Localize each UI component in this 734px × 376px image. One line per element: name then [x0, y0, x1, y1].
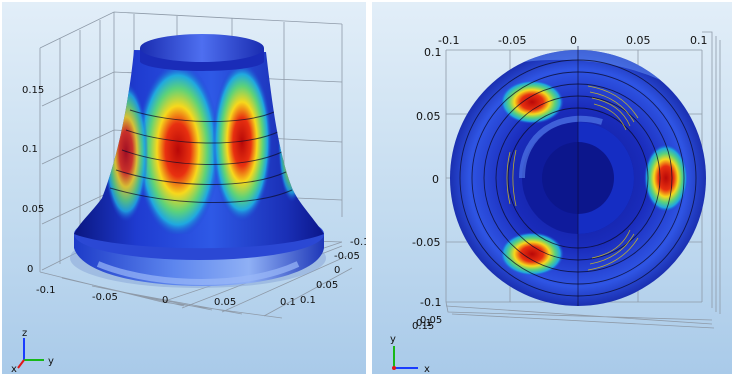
x-tick-label: 0: [162, 295, 168, 306]
top-view-disc: [450, 46, 706, 306]
y-tick-label: 0.05: [316, 280, 338, 291]
axis-triad: z y x: [11, 328, 54, 374]
x-tick-label: -0.05: [498, 34, 526, 47]
y-tick-label: 0: [432, 173, 439, 186]
z-tick-label: 0.05: [22, 204, 44, 215]
mode-hotspot-top: [500, 80, 564, 124]
mode-hotspot-left: [104, 82, 148, 222]
x-tick-label: 0.1: [280, 297, 296, 308]
right-top-scene: -0.1 -0.05 0 0.05 0.1 0.1 0.05 0 -0.05 -…: [390, 31, 721, 374]
z-tick-label: 0.15: [412, 321, 434, 332]
triad-x-label: x: [11, 364, 17, 374]
x-tick-label: -0.05: [92, 292, 118, 303]
y-tick-label: -0.05: [412, 236, 440, 249]
triad-z-axis: [392, 366, 396, 370]
x-tick-label: -0.1: [36, 285, 56, 296]
z-tick-label: 0.1: [416, 318, 432, 329]
z-tick-label: 0: [27, 264, 33, 275]
triad-x-label: x: [424, 364, 430, 374]
y-tick-label: -0.05: [334, 251, 360, 262]
y-tick-label: 0.05: [416, 110, 441, 123]
triad-x-axis: [17, 359, 25, 369]
y-tick-label: -0.1: [350, 237, 366, 248]
left-3d-scene: 0.15 0.1 0.05 0 -0.1 -0.05 0 0.05 0.1 -0…: [11, 11, 366, 374]
mode-hotspot-right: [212, 62, 272, 222]
mode-hotspot-bottom: [500, 232, 564, 276]
x-tick-label: 0.05: [214, 297, 236, 308]
x-tick-label: 0: [570, 34, 577, 47]
y-tick-label: 0.1: [424, 46, 442, 59]
bell-top-cap: [140, 34, 264, 71]
x-tick-label: 0.1: [690, 34, 708, 47]
z-tick-label: 0.1: [22, 144, 38, 155]
y-tick-label: 0.1: [300, 295, 316, 306]
triad-y-label: y: [390, 334, 396, 345]
mode-hotspot-center: [136, 62, 220, 234]
y-tick-label: 0: [334, 265, 340, 276]
mode-hotspot-right: [644, 144, 688, 212]
axis-triad: y x: [390, 334, 430, 374]
x-tick-label: -0.1: [438, 34, 459, 47]
x-tick-label: 0.05: [626, 34, 651, 47]
triad-z-label: z: [22, 328, 27, 339]
z-tick-label: 0.05: [420, 315, 442, 326]
mode-hotspot-edge: [278, 82, 306, 202]
z-tick-label: 0.15: [22, 85, 44, 96]
left-3d-viewport[interactable]: 0.15 0.1 0.05 0 -0.1 -0.05 0 0.05 0.1 -0…: [2, 2, 366, 374]
triad-y-label: y: [48, 356, 54, 367]
y-tick-label: -0.1: [420, 296, 441, 309]
right-top-viewport[interactable]: -0.1 -0.05 0 0.05 0.1 0.1 0.05 0 -0.05 -…: [372, 2, 732, 374]
